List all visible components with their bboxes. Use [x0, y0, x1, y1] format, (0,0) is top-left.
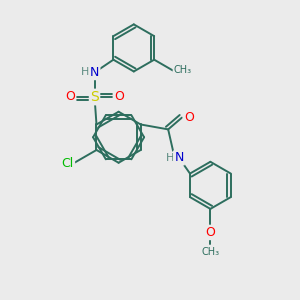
Text: H: H [166, 153, 174, 163]
Text: N: N [90, 66, 99, 79]
Text: CH₃: CH₃ [201, 247, 219, 257]
Text: O: O [65, 91, 75, 103]
Text: S: S [90, 90, 99, 104]
Text: N: N [174, 152, 184, 164]
Text: O: O [114, 91, 124, 103]
Text: H: H [80, 68, 89, 77]
Text: Cl: Cl [62, 157, 74, 170]
Text: O: O [206, 226, 215, 239]
Text: CH₃: CH₃ [174, 65, 192, 76]
Text: O: O [184, 111, 194, 124]
